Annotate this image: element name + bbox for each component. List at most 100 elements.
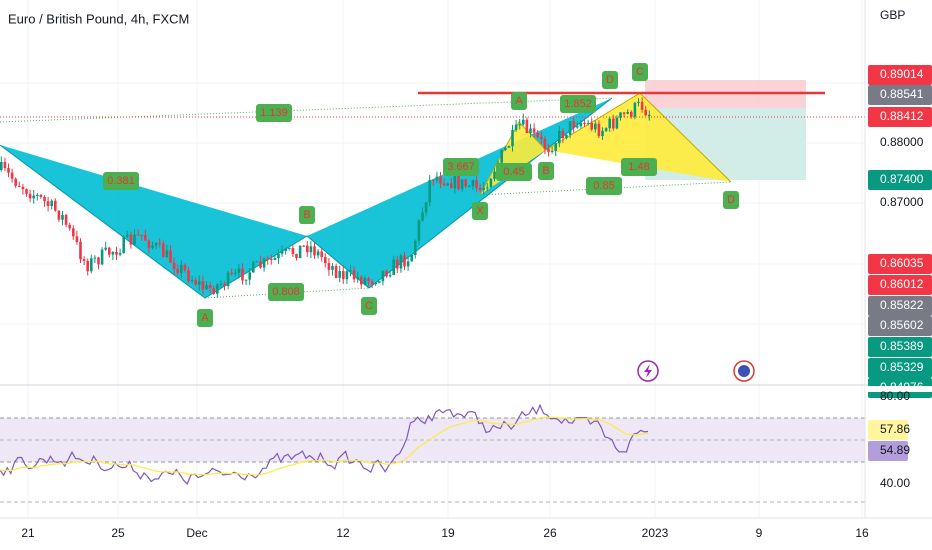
candle-body xyxy=(637,101,640,103)
point-label: B xyxy=(542,165,549,177)
time-label: 19 xyxy=(441,526,455,540)
candle-body xyxy=(234,272,237,274)
candle-body xyxy=(475,180,478,189)
candle-body xyxy=(25,189,28,194)
point-label: C xyxy=(636,66,644,78)
point-label-box xyxy=(472,202,488,220)
price-label: 0.88541 xyxy=(880,87,924,101)
candle-body xyxy=(198,281,201,285)
candle-body xyxy=(302,245,305,247)
candle-body xyxy=(514,124,518,131)
candle-body xyxy=(478,188,482,190)
candle-body xyxy=(82,259,86,261)
candle-body xyxy=(406,261,410,267)
axes: 0.89014 0.88541 0.88412 0.88000 0.87400 0.870… xyxy=(21,65,932,540)
candle-body xyxy=(644,109,647,116)
candle-body xyxy=(194,279,197,285)
price-label: 0.85602 xyxy=(880,318,924,332)
candle-body xyxy=(349,270,352,272)
candle-body xyxy=(604,128,608,131)
candle-body xyxy=(378,281,381,283)
candle-body xyxy=(507,146,511,148)
ratio-label: 0.85 xyxy=(593,180,614,192)
candle-body xyxy=(10,172,14,179)
candle-body xyxy=(223,283,226,287)
candle-body xyxy=(540,136,543,139)
candle-body xyxy=(640,101,644,110)
candle-body xyxy=(648,114,651,116)
price-label-box xyxy=(868,275,932,295)
candle-body xyxy=(140,234,143,236)
candle-body xyxy=(43,197,46,202)
candle-body xyxy=(504,147,507,150)
candle-body xyxy=(172,262,176,269)
candle-body xyxy=(568,121,572,135)
candle-body xyxy=(216,284,219,294)
candle-body xyxy=(543,138,547,149)
price-label-box xyxy=(868,65,932,85)
candle-body xyxy=(309,246,313,253)
rsi-label-box xyxy=(868,441,908,461)
rsi xyxy=(0,403,649,485)
candle-body xyxy=(345,271,349,280)
candle-body xyxy=(421,212,424,221)
candle-body xyxy=(270,258,273,260)
candle-body xyxy=(118,253,122,255)
candle-body xyxy=(237,268,241,273)
point-label-box xyxy=(299,206,315,224)
time-label: Dec xyxy=(186,526,207,540)
candle-body xyxy=(338,271,341,278)
candle-body xyxy=(630,111,633,117)
candle-body xyxy=(385,270,388,277)
rsi-label: 57.86 xyxy=(880,422,910,436)
ratio-line xyxy=(204,287,370,299)
rsi-label: 54.89 xyxy=(880,443,910,457)
point-label-box xyxy=(197,309,213,327)
ratio-line xyxy=(0,97,613,123)
ratio-label-box xyxy=(268,283,304,301)
candle-body xyxy=(550,150,554,152)
candle-body xyxy=(320,251,323,258)
price-label-box xyxy=(868,296,932,316)
candle-body xyxy=(576,126,579,128)
candle-body xyxy=(133,234,136,245)
candle-body xyxy=(291,248,295,255)
price-label-box xyxy=(868,358,932,378)
price-label: 0.85329 xyxy=(880,360,924,374)
ratio-label-box xyxy=(621,158,657,176)
point-label-box xyxy=(723,191,739,209)
candle-body xyxy=(493,171,496,179)
candle-body xyxy=(453,175,457,189)
price-label: 0.85389 xyxy=(880,339,924,353)
candle-body xyxy=(388,275,392,277)
price-label-box xyxy=(868,337,932,357)
currency: GBP xyxy=(880,8,905,22)
candle-body xyxy=(597,123,601,137)
candle-body xyxy=(259,261,262,268)
point-label: X xyxy=(476,205,484,217)
point-label-box xyxy=(602,71,618,89)
candle-body xyxy=(381,270,385,282)
candle-body xyxy=(93,257,97,259)
point-label-box xyxy=(632,63,648,81)
candle-body xyxy=(284,248,287,251)
price-label-box xyxy=(868,316,932,336)
candle-body xyxy=(367,278,370,282)
candle-body xyxy=(230,272,233,274)
candle-body xyxy=(612,118,615,129)
candle-body xyxy=(255,261,259,263)
pattern-line xyxy=(479,92,732,196)
candle-body xyxy=(54,200,57,211)
price-label: 0.89014 xyxy=(880,67,924,81)
time-label: 25 xyxy=(111,526,125,540)
price-label-box xyxy=(868,107,932,127)
candle-body xyxy=(374,282,377,285)
candle-body xyxy=(176,268,179,274)
candle-body xyxy=(21,186,25,190)
ratio-label: 0.381 xyxy=(107,175,135,187)
candle-body xyxy=(457,175,460,190)
candle-body xyxy=(327,263,331,270)
ratio-label: 0.45 xyxy=(503,166,524,178)
candle-body xyxy=(32,195,35,199)
candle-body xyxy=(399,255,403,269)
